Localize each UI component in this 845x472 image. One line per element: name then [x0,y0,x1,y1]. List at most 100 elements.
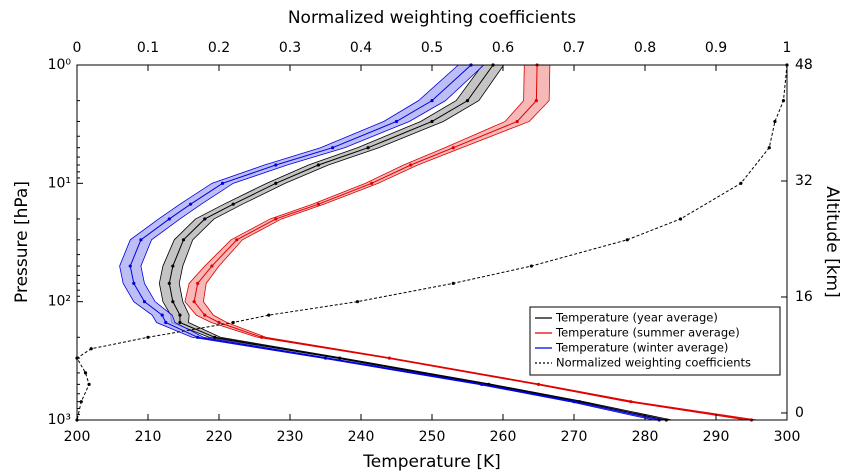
legend: Temperature (year average)Temperature (s… [529,306,781,376]
data-point [181,238,186,242]
y-tick-label: 10¹ [48,175,71,191]
data-point [178,313,182,317]
data-point [210,264,214,268]
x2-tick-label: 0.2 [208,40,230,56]
data-point [629,400,633,404]
x-tick-label: 230 [277,429,304,445]
data-point [781,99,786,103]
data-point [678,217,683,221]
data-point [534,99,538,103]
data-point [83,371,88,375]
legend-label: Normalized weighting coefficients [556,356,751,370]
data-point [231,202,235,206]
x-tick-label: 300 [774,429,801,445]
data-point [536,382,541,386]
data-point [79,400,83,404]
data-point [366,146,370,150]
x2-tick-label: 0.8 [634,40,656,56]
data-point [235,238,239,242]
x2-tick-label: 0.1 [137,40,159,56]
data-point [773,119,777,124]
y-axis-label: Pressure [hPa] [12,181,32,303]
y-tick-label: 10⁰ [48,57,72,73]
data-point [338,356,342,360]
data-point [394,119,399,124]
legend-label: Temperature (winter average) [555,341,728,355]
x2-axis-label: Normalized weighting coefficients [288,8,576,28]
x2-tick-label: 0.7 [563,40,585,56]
data-point [146,335,150,339]
legend-box [529,306,781,376]
x-tick-label: 290 [703,429,730,445]
data-point [465,99,470,103]
x-tick-label: 210 [135,429,162,445]
x-tick-label: 200 [64,429,91,445]
y2-tick-label: 16 [795,289,813,305]
data-point [203,313,207,317]
x-tick-label: 260 [490,429,517,445]
x-tick-label: 280 [632,429,659,445]
data-point [387,356,391,360]
x2-tick-label: 1 [783,40,792,56]
data-point [267,313,271,317]
x2-tick-label: 0.5 [421,40,443,56]
data-point [625,238,629,242]
data-point [430,99,434,103]
data-point [370,181,374,185]
y-tick-label: 10³ [48,412,71,428]
data-point [171,264,175,268]
legend-label: Temperature (summer average) [555,326,740,340]
data-point [355,300,360,304]
x-tick-label: 220 [206,429,233,445]
data-point [203,217,207,221]
y2-axis-label: Altitude [km] [822,186,842,298]
x-tick-label: 240 [348,429,375,445]
data-point [160,313,164,317]
data-point [572,400,576,404]
data-point [316,163,320,167]
data-point [192,300,196,304]
y2-tick-label: 32 [795,173,813,189]
data-point [331,146,335,150]
data-point [260,335,264,339]
data-point [217,320,221,325]
data-point [213,335,217,339]
data-point [167,281,171,285]
data-point [529,264,534,268]
data-point [196,281,200,285]
data-point [274,181,278,185]
data-point [451,146,455,150]
data-point [451,281,455,285]
legend-label: Temperature (year average) [555,311,718,325]
data-point [87,382,91,386]
data-point [142,300,147,304]
data-point [171,300,175,304]
data-point [409,163,413,167]
data-point [323,356,328,360]
x2-tick-label: 0.4 [350,40,372,56]
y2-tick-label: 48 [795,57,813,73]
data-point [167,217,171,221]
data-point [89,347,93,351]
data-point [274,217,278,221]
data-point [196,335,200,339]
x-tick-label: 250 [419,429,446,445]
data-point [430,119,434,124]
data-point [128,264,132,268]
y-tick-label: 10² [48,294,71,310]
x-axis-label: Temperature [K] [362,452,501,472]
data-point [274,163,278,167]
data-point [189,202,193,206]
x-tick-label: 270 [561,429,588,445]
data-point [767,146,771,150]
x2-tick-label: 0.9 [705,40,727,56]
y2-tick-label: 0 [795,405,804,421]
data-point [139,238,143,242]
data-point [515,119,519,124]
data-point [231,320,235,325]
data-point [132,281,136,285]
data-point [316,202,320,206]
x2-tick-label: 0 [73,40,82,56]
data-point [739,181,743,185]
